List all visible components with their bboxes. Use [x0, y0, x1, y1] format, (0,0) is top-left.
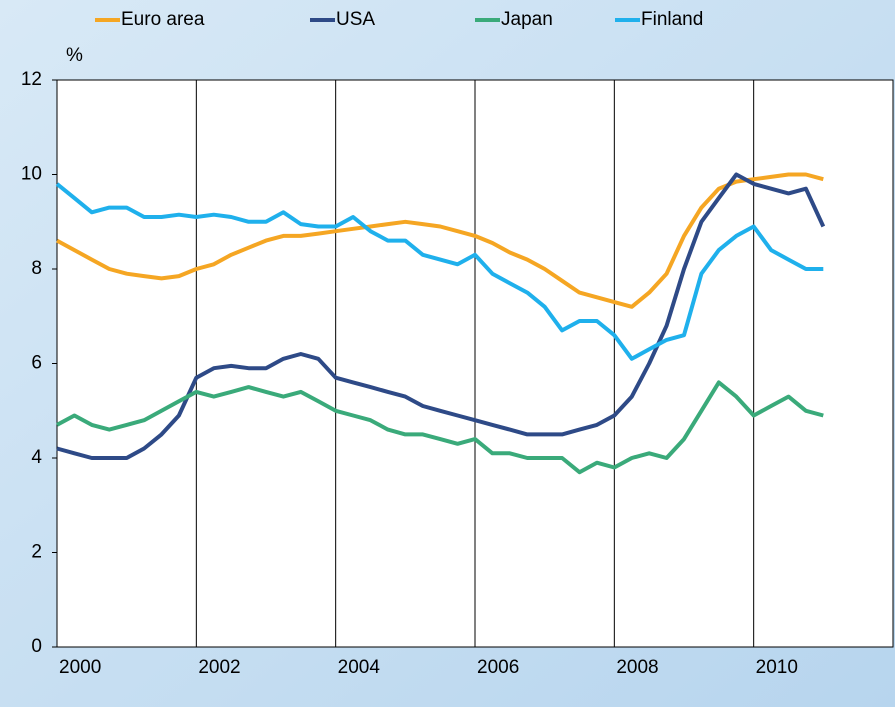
series-line [56, 380, 824, 475]
y-tick-label: 8 [31, 258, 42, 279]
x-tick-label: 2002 [198, 657, 240, 678]
x-tick-label: 2010 [756, 657, 798, 678]
x-tick-label: 2004 [338, 657, 381, 678]
legend-label: USA [336, 9, 375, 30]
x-tick-label: 2006 [477, 657, 519, 678]
y-tick-label: 4 [31, 447, 42, 468]
series-line [55, 182, 824, 361]
x-tick-label: 2008 [616, 657, 658, 678]
series-line [56, 172, 826, 460]
legend-label: Japan [501, 9, 553, 30]
legend-label: Euro area [121, 9, 205, 30]
y-tick-label: 0 [31, 636, 42, 657]
y-tick-label: 2 [31, 542, 42, 563]
y-tick-label: 12 [21, 69, 42, 90]
y-tick-label: 10 [21, 164, 42, 185]
legend-label: Finland [641, 9, 703, 30]
x-tick-label: 2000 [59, 657, 101, 678]
y-axis-label: % [66, 45, 83, 66]
y-tick-label: 6 [31, 353, 42, 374]
series-line [56, 172, 824, 309]
